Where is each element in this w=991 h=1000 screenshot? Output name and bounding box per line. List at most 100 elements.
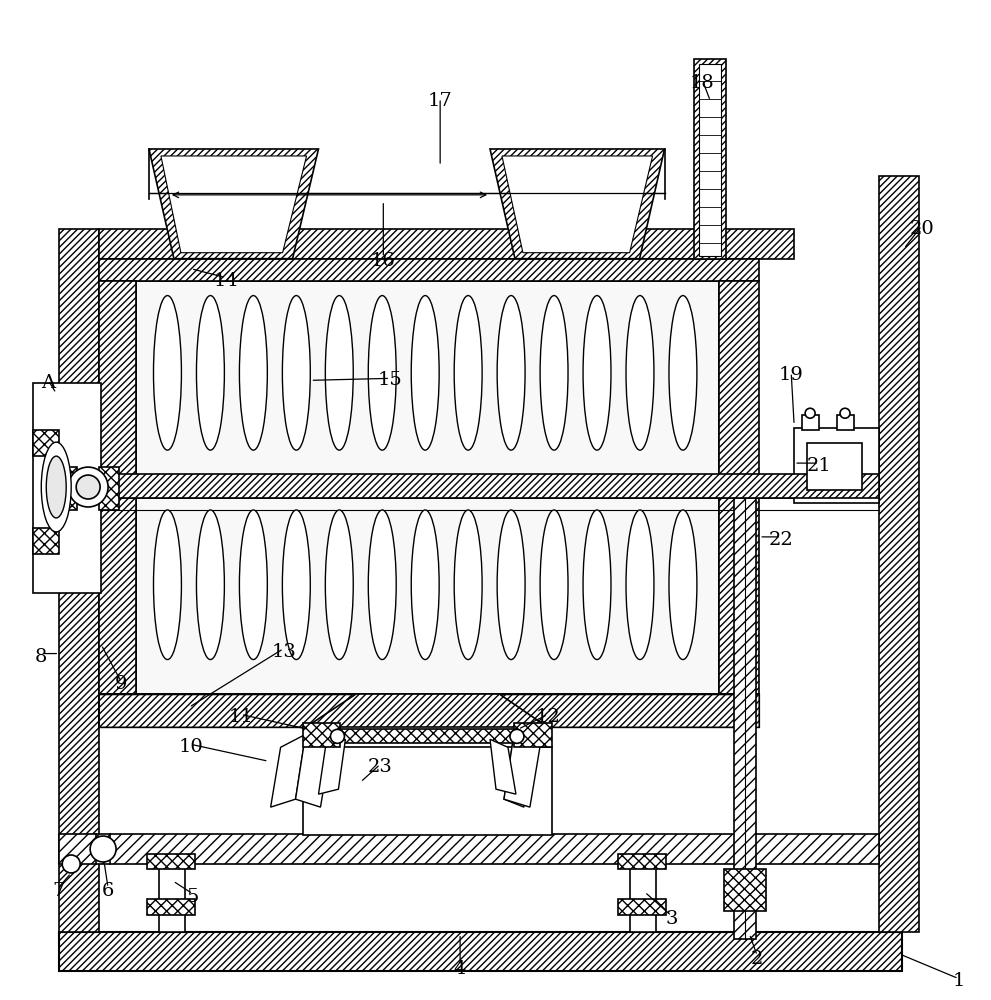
Ellipse shape (42, 442, 71, 532)
Ellipse shape (669, 296, 697, 450)
Polygon shape (502, 156, 652, 253)
Polygon shape (136, 281, 719, 694)
Polygon shape (719, 281, 759, 694)
Polygon shape (794, 428, 879, 503)
Text: 7: 7 (53, 882, 64, 900)
Ellipse shape (325, 510, 353, 660)
Polygon shape (99, 694, 759, 727)
Text: 17: 17 (428, 92, 453, 110)
Polygon shape (34, 528, 59, 554)
Text: 18: 18 (690, 74, 715, 92)
Polygon shape (271, 734, 305, 807)
Ellipse shape (497, 296, 525, 450)
Text: 12: 12 (535, 708, 560, 726)
Polygon shape (837, 415, 854, 430)
Text: 14: 14 (213, 272, 238, 290)
Ellipse shape (282, 510, 310, 660)
Ellipse shape (282, 296, 310, 450)
Polygon shape (335, 729, 519, 743)
Polygon shape (99, 229, 794, 259)
Polygon shape (629, 864, 656, 932)
Ellipse shape (240, 296, 268, 450)
Polygon shape (56, 467, 77, 510)
Polygon shape (514, 723, 552, 747)
Ellipse shape (411, 510, 439, 660)
Polygon shape (695, 59, 726, 259)
Polygon shape (59, 474, 879, 498)
Polygon shape (490, 739, 516, 794)
Text: 8: 8 (35, 648, 48, 666)
Text: 4: 4 (454, 960, 467, 978)
Polygon shape (318, 739, 346, 794)
Polygon shape (617, 899, 666, 915)
Text: 23: 23 (368, 758, 392, 776)
Circle shape (805, 408, 816, 418)
Circle shape (68, 467, 108, 507)
Polygon shape (99, 694, 356, 727)
Ellipse shape (154, 296, 181, 450)
Ellipse shape (369, 296, 396, 450)
Circle shape (330, 729, 345, 743)
Polygon shape (34, 383, 101, 593)
Polygon shape (147, 899, 195, 915)
Polygon shape (504, 734, 524, 807)
Ellipse shape (369, 510, 396, 660)
Ellipse shape (240, 510, 268, 660)
Text: 20: 20 (910, 220, 935, 238)
Text: 22: 22 (769, 531, 794, 549)
Ellipse shape (47, 456, 66, 518)
Text: 15: 15 (378, 371, 402, 389)
Ellipse shape (626, 510, 654, 660)
Text: 6: 6 (102, 882, 114, 900)
Circle shape (76, 475, 100, 499)
Polygon shape (295, 734, 330, 807)
Ellipse shape (411, 296, 439, 450)
Text: 11: 11 (228, 708, 253, 726)
Text: 10: 10 (178, 738, 203, 756)
Polygon shape (802, 415, 820, 430)
Text: 2: 2 (751, 950, 763, 968)
Polygon shape (159, 864, 185, 932)
Ellipse shape (583, 510, 611, 660)
Polygon shape (700, 64, 721, 256)
Ellipse shape (325, 296, 353, 450)
Polygon shape (734, 498, 756, 939)
Polygon shape (302, 747, 552, 835)
Text: 5: 5 (186, 888, 199, 906)
Ellipse shape (196, 510, 224, 660)
Ellipse shape (497, 510, 525, 660)
Polygon shape (617, 854, 666, 869)
Text: 21: 21 (807, 457, 831, 475)
Polygon shape (879, 176, 919, 932)
Polygon shape (147, 854, 195, 869)
Text: 16: 16 (371, 252, 395, 270)
Text: 1: 1 (952, 972, 965, 990)
Polygon shape (490, 149, 665, 259)
Ellipse shape (154, 510, 181, 660)
Polygon shape (302, 723, 341, 747)
Ellipse shape (626, 296, 654, 450)
Ellipse shape (583, 296, 611, 450)
Ellipse shape (454, 296, 482, 450)
Polygon shape (34, 430, 59, 456)
Ellipse shape (540, 510, 568, 660)
Polygon shape (99, 281, 136, 694)
Polygon shape (99, 467, 119, 510)
Circle shape (510, 729, 524, 743)
Polygon shape (59, 932, 902, 971)
Text: A: A (42, 374, 55, 392)
Polygon shape (504, 734, 540, 807)
Text: 13: 13 (272, 643, 296, 661)
Ellipse shape (196, 296, 224, 450)
Polygon shape (161, 156, 306, 253)
Circle shape (62, 855, 80, 873)
Circle shape (840, 408, 850, 418)
Polygon shape (500, 694, 759, 727)
Polygon shape (149, 149, 318, 259)
Text: 19: 19 (779, 366, 804, 384)
Text: 3: 3 (665, 910, 678, 928)
Circle shape (90, 836, 116, 862)
Polygon shape (59, 229, 99, 932)
Polygon shape (99, 259, 759, 281)
Ellipse shape (669, 510, 697, 660)
